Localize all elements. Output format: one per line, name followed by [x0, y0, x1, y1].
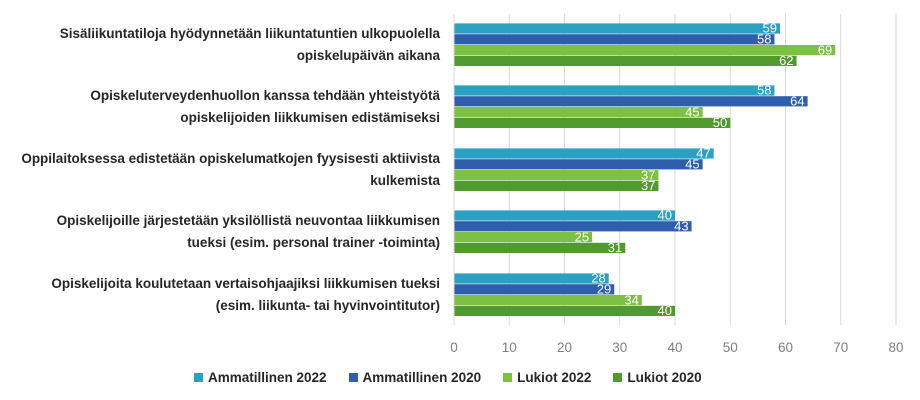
- data-label: 58: [757, 83, 771, 98]
- legend-swatch: [348, 373, 358, 382]
- category-label-line: Sisäliikuntatiloja hyödynnetään liikunta…: [59, 26, 440, 41]
- bar: [454, 34, 775, 45]
- data-label: 45: [685, 104, 699, 119]
- data-label: 29: [597, 282, 611, 297]
- bar: [454, 273, 609, 284]
- bar: [454, 96, 808, 107]
- category-label-line: opiskelupäivän aikana: [296, 48, 440, 63]
- legend-label: Ammatillinen 2022: [208, 370, 327, 385]
- x-tick-label: 70: [833, 340, 849, 355]
- data-label: 37: [641, 178, 655, 193]
- category-label-line: Opiskeluterveydenhuollon kanssa tehdään …: [90, 88, 440, 103]
- legend-label: Lukiot 2022: [517, 370, 592, 385]
- category-label-line: Opiskelijoille järjestetään yksilöllistä…: [56, 213, 440, 228]
- bar: [454, 55, 797, 66]
- legend-item: Lukiot 2022: [503, 370, 591, 385]
- bar: [454, 159, 703, 170]
- category-label: Sisäliikuntatiloja hyödynnetään liikunta…: [0, 23, 440, 67]
- category-label-line: kulkemista: [370, 173, 440, 188]
- bar: [454, 107, 703, 118]
- legend-item: Ammatillinen 2020: [348, 370, 482, 385]
- category-label-line: Oppilaitoksessa edistetään opiskelumatko…: [21, 151, 440, 166]
- data-label: 25: [575, 229, 589, 244]
- category-label: Oppilaitoksessa edistetään opiskelumatko…: [0, 148, 440, 192]
- x-tick-label: 40: [667, 340, 683, 355]
- x-tick-label: 0: [450, 340, 458, 355]
- x-tick-label: 20: [556, 340, 573, 355]
- data-label: 50: [713, 115, 727, 130]
- category-label-line: Opiskelijoita koulutetaan vertaisohjaaji…: [51, 276, 440, 291]
- bar: [454, 242, 626, 253]
- legend-label: Ammatillinen 2020: [362, 370, 482, 385]
- bar: [454, 23, 780, 34]
- legend-swatch: [613, 373, 623, 382]
- data-label: 37: [641, 167, 655, 182]
- x-tick-label: 50: [722, 340, 738, 355]
- x-tick-label: 10: [501, 340, 517, 355]
- data-label: 28: [591, 271, 605, 286]
- bar: [454, 305, 675, 316]
- data-label: 59: [763, 21, 777, 36]
- legend: Ammatillinen 2022 Ammatillinen 2020 Lukiot…: [194, 370, 702, 385]
- category-label-line: (esim. liikunta- tai hyvinvointitutor): [215, 298, 440, 313]
- data-label: 31: [608, 240, 622, 255]
- bar: [454, 295, 642, 306]
- category-label: Opiskelijoille järjestetään yksilöllistä…: [0, 210, 440, 254]
- x-tick-label: 80: [888, 340, 904, 355]
- legend-label: Lukiot 2020: [627, 370, 702, 385]
- data-label: 64: [790, 94, 804, 109]
- data-label: 34: [624, 292, 638, 307]
- bar: [454, 117, 731, 128]
- bar: [454, 284, 615, 295]
- bar: [454, 221, 692, 232]
- x-tick-label: 30: [612, 340, 628, 355]
- legend-swatch: [194, 373, 203, 382]
- data-label: 45: [685, 157, 699, 172]
- data-label: 69: [818, 42, 832, 57]
- data-label: 40: [658, 303, 672, 318]
- bar: [454, 45, 836, 56]
- bar: [454, 148, 714, 159]
- data-label: 43: [674, 219, 688, 234]
- category-label: Opiskelijoita koulutetaan vertaisohjaaji…: [0, 273, 440, 317]
- legend-swatch: [503, 373, 513, 382]
- data-label: 58: [757, 32, 771, 47]
- bar: [454, 180, 659, 191]
- legend-item: Ammatillinen 2022: [194, 370, 327, 385]
- x-tick-label: 60: [777, 340, 794, 355]
- category-label-line: opiskelijoiden liikkumisen edistämiseksi: [180, 110, 440, 125]
- bar: [454, 170, 659, 181]
- data-label: 47: [696, 146, 710, 161]
- category-label: Opiskeluterveydenhuollon kanssa tehdään …: [0, 85, 440, 129]
- data-label: 40: [658, 208, 672, 223]
- data-label: 62: [779, 53, 793, 68]
- legend-item: Lukiot 2020: [613, 370, 702, 385]
- bar: [454, 85, 775, 96]
- bar: [454, 232, 593, 243]
- category-label-line: tueksi (esim. personal trainer -toiminta…: [187, 235, 440, 250]
- bar: [454, 210, 675, 221]
